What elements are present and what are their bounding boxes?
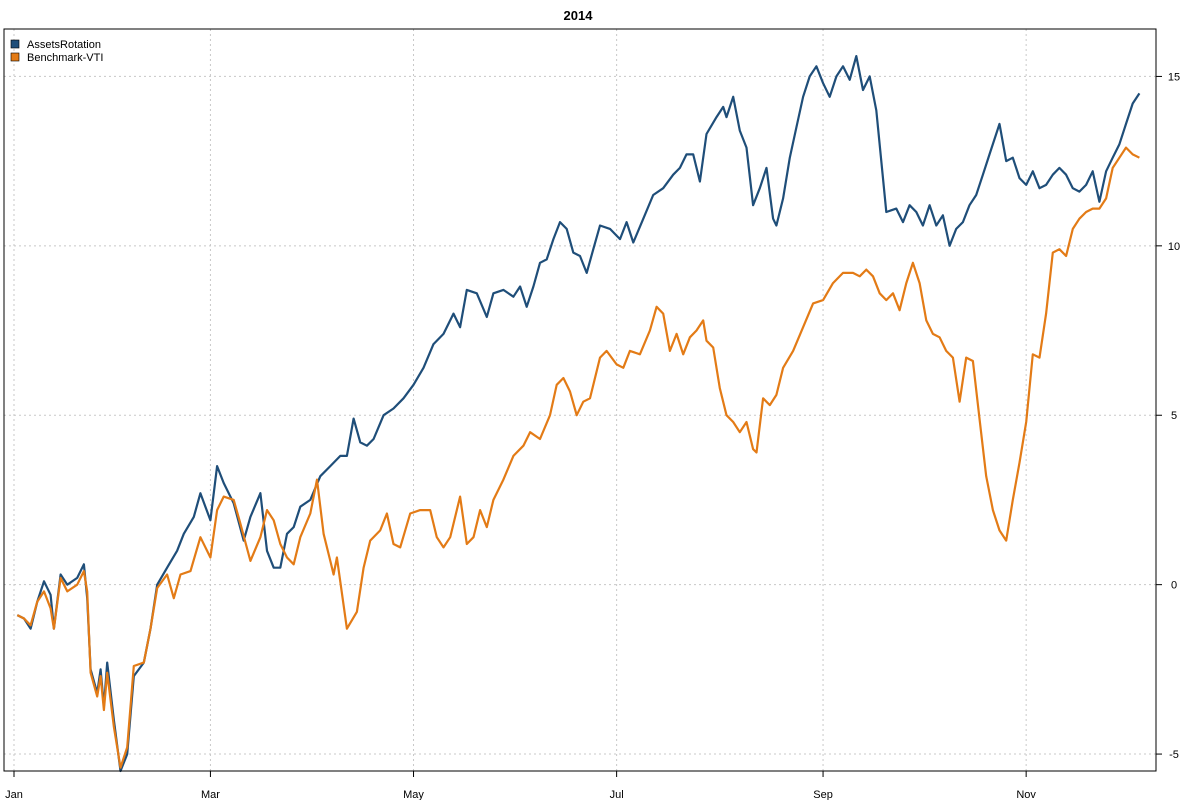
y-tick-label: 10 xyxy=(1168,241,1180,253)
chart-title: 2014 xyxy=(564,8,594,23)
legend-swatch xyxy=(10,39,20,49)
y-tick-label: 15 xyxy=(1168,71,1180,83)
plot-frame xyxy=(3,28,1157,772)
grid xyxy=(4,29,1156,771)
x-tick-label: Jul xyxy=(610,789,624,800)
x-tick-label: Mar xyxy=(201,789,220,800)
x-tick-label: Sep xyxy=(813,789,833,800)
y-tick-label: -5 xyxy=(1169,749,1179,761)
series-line-benchmark-vti xyxy=(16,146,1140,769)
axes: Jan Mar May Jul Sep Nov -5 0 5 10 15 xyxy=(5,71,1180,800)
series-lines xyxy=(16,55,1141,773)
x-tick-label: May xyxy=(403,789,424,800)
legend-swatch xyxy=(10,52,20,62)
y-tick-label: 0 xyxy=(1171,580,1177,592)
series-line-assetsrotation xyxy=(16,55,1141,773)
legend-label: AssetsRotation xyxy=(27,39,101,51)
y-tick-label: 5 xyxy=(1171,410,1177,422)
x-tick-label: Jan xyxy=(5,789,23,800)
legend-label: Benchmark-VTI xyxy=(27,52,103,64)
x-tick-label: Nov xyxy=(1016,789,1036,800)
